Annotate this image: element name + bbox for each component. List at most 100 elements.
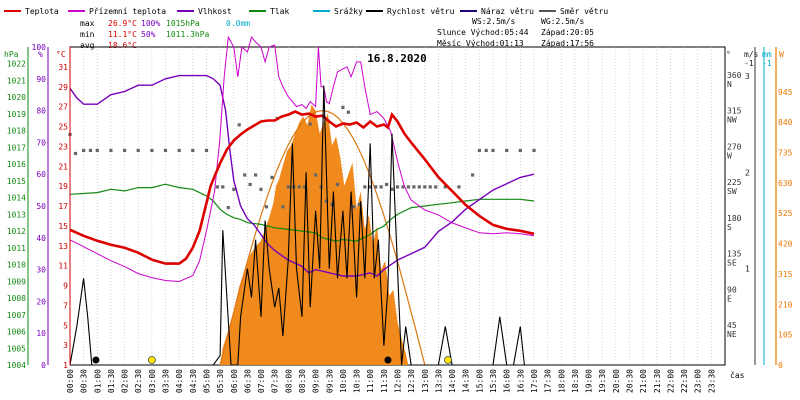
info-text: Západ:17:56 [541,39,594,48]
wind-speed-line [69,85,534,366]
x-tick: 01:00 [93,369,102,393]
x-tick: 05:00 [202,369,211,393]
hpa-tick: 1007 [7,311,26,320]
wind-direction-point [308,122,312,126]
wind-direction-point [330,202,334,206]
wind-direction-point [406,185,410,189]
ms-tick: 1 [745,265,750,274]
hpa-tick: 1019 [7,110,26,119]
sun-marker [147,356,156,364]
wind-direction-point [73,151,78,156]
x-tick: 06:00 [230,369,239,393]
x-tick: 08:00 [284,369,293,393]
x-tick: 02:00 [121,369,130,393]
wind-direction-point [136,148,140,152]
dir-tick-name: NW [727,116,737,125]
dir-tick: 315 [727,107,742,116]
x-tick: 08:30 [298,369,307,393]
dir-tick: 225 [727,178,742,187]
temp-tick: 13 [58,242,68,251]
wind-direction-point [264,205,269,209]
info-text: WS:2.5m/s [472,17,516,26]
wind-direction-point [123,148,127,152]
wind-direction-point [379,185,383,189]
x-tick: 01:30 [107,369,116,393]
info-text: Slunce Východ:05:44 [437,28,529,37]
dir-tick-name: S [727,223,732,232]
w-axis-label: W [779,50,784,59]
wind-direction-point [204,148,209,152]
x-tick: 10:30 [353,369,362,393]
stat-value: 50% [141,30,156,39]
wind-direction-point [505,148,509,152]
w-tick: 735 [778,149,793,158]
x-tick: 12:30 [407,369,416,393]
wind-direction-point [335,182,340,187]
hpa-tick: 1015 [7,177,26,186]
humidity-line [69,74,535,277]
x-tick: 22:00 [666,369,675,393]
wind-direction-point [484,148,488,152]
pct-tick: 60 [36,170,46,179]
hpa-tick: 1017 [7,143,26,152]
x-tick: 23:30 [707,369,716,393]
w-tick: 0 [778,361,783,370]
wind-direction-point [434,185,438,189]
x-tick: 19:00 [585,369,594,393]
x-tick: 18:30 [571,369,580,393]
w-tick: 105 [778,331,793,340]
stat-row-name: avg [80,41,95,50]
hpa-tick: 1018 [7,127,26,136]
temp-tick: 9 [63,282,68,291]
x-tick: 00:30 [80,369,89,393]
w-tick: 315 [778,270,793,279]
hpa-tick: 1011 [7,244,26,253]
wind-direction-point [423,185,427,189]
x-tick: 22:30 [680,369,689,393]
wind-direction-point [163,148,168,152]
ground-temperature-line [69,35,535,283]
wind-direction-point [215,185,219,189]
x-tick: 12:00 [394,369,403,393]
x-tick: 21:00 [639,369,648,393]
x-tick: 11:30 [380,369,389,393]
x-tick: 03:00 [148,369,157,393]
hpa-tick: 1020 [7,93,26,102]
dir-tick: 90 [727,285,737,294]
wind-direction-point [368,185,372,189]
temp-tick: 5 [63,321,68,330]
hpa-tick: 1012 [7,227,26,236]
pct-tick: 90 [36,75,46,84]
x-tick: 13:00 [421,369,430,393]
temp-tick: 1 [63,361,68,370]
stat-value: 26.9°C [108,19,137,28]
dir-tick: 270 [727,142,742,151]
hpa-tick: 1021 [7,76,26,85]
ms-tick: 3 [745,72,750,81]
wind-direction-point [401,185,405,189]
stat-row-name: min [80,30,95,39]
hpa-tick: 1016 [7,160,26,169]
stat-value: 1011.3hPa [166,30,210,39]
wind-direction-point [471,173,475,177]
series-layer [68,35,536,366]
x-tick: 20:30 [625,369,634,393]
x-tick: 20:00 [612,369,621,393]
x-axis-label: čas [730,370,745,380]
wind-direction-point [518,148,522,152]
x-tick: 18:00 [557,369,566,393]
legend-label: Tlak [270,7,289,16]
wind-direction-point [428,185,432,189]
wind-direction-point [341,105,345,109]
wind-direction-point [150,148,154,152]
x-tick: 16:30 [516,369,525,393]
legend-label: Srážky [334,7,363,16]
x-tick: 14:30 [462,369,471,393]
wind-direction-point [109,148,113,152]
wind-direction-point [221,185,225,189]
wind-direction-point [191,148,195,152]
wind-direction-point [254,173,258,177]
temperature-line [69,110,535,265]
x-tick: 05:30 [216,369,225,393]
ms-top-label: -1 [744,59,754,68]
